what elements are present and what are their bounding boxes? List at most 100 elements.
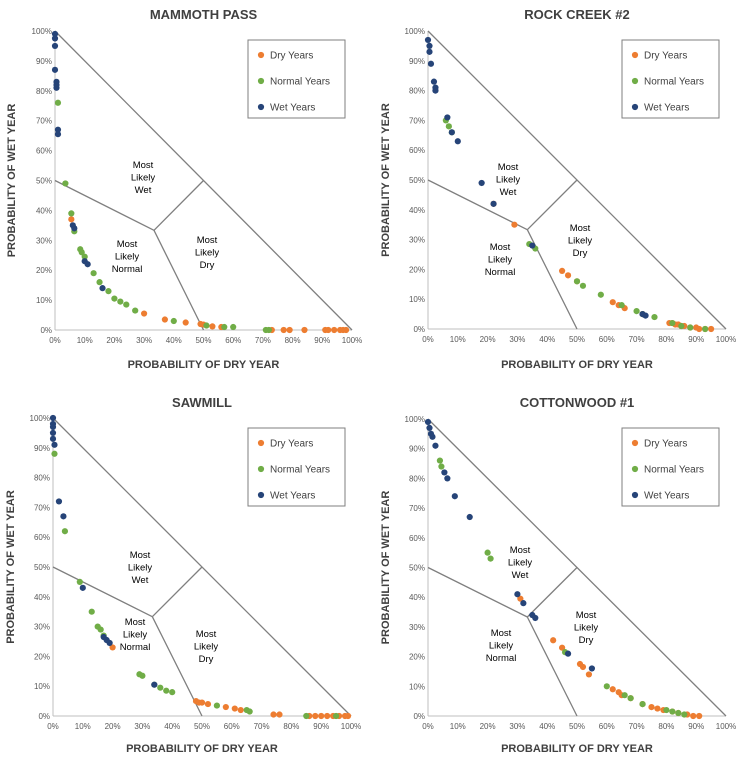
legend-marker [257,465,265,473]
data-point [675,709,682,717]
x-tick-label: 80% [658,722,674,731]
data-point [312,712,319,720]
data-point [139,672,146,679]
data-point [466,513,473,521]
data-point [579,282,587,289]
data-point [106,639,113,647]
data-point [651,313,658,321]
data-point [432,442,439,449]
x-tick-label: 80% [283,722,299,731]
data-point [484,549,491,556]
x-tick-label: 70% [629,722,645,731]
data-point [603,683,610,690]
data-point [621,692,628,699]
data-point [639,701,646,708]
legend-label: Dry Years [270,439,313,450]
region-label: Wet [132,575,149,586]
y-tick-label: 30% [409,623,425,632]
data-point [117,298,124,305]
data-point [170,317,177,325]
legend-label: Normal Years [644,465,704,476]
x-tick-label: 60% [225,336,241,345]
data-point [246,708,253,715]
x-tick-label: 70% [629,335,645,344]
data-point [627,695,634,702]
region-label: Wet [500,187,517,198]
y-tick-label: 0% [413,325,425,334]
y-tick-label: 90% [409,57,425,66]
data-point [444,114,451,121]
data-point [280,326,287,334]
region-label: Most [570,223,591,234]
legend-marker [631,103,639,111]
data-point [333,712,340,720]
data-point [696,325,703,333]
x-tick-label: 30% [134,722,150,731]
data-point [654,705,661,712]
data-point [609,686,616,693]
region-label: Likely [115,252,140,263]
region-label: Likely [194,642,219,653]
data-point [49,435,57,442]
region-label: Most [117,239,138,250]
data-point [49,423,57,431]
data-point [221,323,228,331]
x-tick-label: 60% [224,722,240,731]
data-point [54,99,62,106]
legend-marker [631,439,639,447]
data-point [71,225,78,232]
data-point [430,78,438,85]
x-tick-label: 10% [450,335,466,344]
legend-label: Wet Years [644,103,689,114]
boundary-normal-dry [526,616,578,717]
series-normal-years [436,457,688,718]
data-point [141,310,148,317]
data-point [342,326,350,334]
data-point [222,703,229,711]
region-label: Normal [120,642,151,653]
legend-label: Wet Years [644,491,689,502]
data-point [564,650,572,657]
legend-marker [257,77,265,85]
series-wet-years [49,414,158,688]
y-tick-label: 90% [34,444,50,453]
data-point [642,312,649,319]
x-tick-label: 20% [105,722,121,731]
x-tick-label: 90% [688,335,704,344]
legend-label: Wet Years [270,103,315,114]
chart-title: MAMMOTH PASS [150,7,258,22]
data-point [438,463,445,470]
region-label: Most [490,242,511,253]
region-label: Normal [112,264,143,275]
series-normal-years [54,99,272,334]
data-point [51,30,59,38]
boundary-wet-dry [526,567,578,618]
y-tick-label: 0% [38,712,50,721]
legend-marker [631,465,639,473]
y-tick-label: 30% [409,236,425,245]
region-label: Dry [579,635,594,646]
data-point [678,322,685,330]
region-label: Most [491,628,512,639]
data-point [157,684,164,691]
series-dry-years [490,200,715,333]
data-point [54,131,62,138]
data-point [426,42,433,50]
x-tick-label: 10% [77,336,93,345]
y-tick-label: 100% [32,27,52,36]
x-tick-label: 90% [314,336,330,345]
y-tick-label: 0% [413,712,425,721]
data-point [123,301,130,308]
data-point [68,216,75,223]
data-point [163,687,170,694]
chart-panel: COTTONWOOD #1 0% 10% 20% 30% 40% 50% 60% 70% 80% 9… [380,395,736,755]
data-point [588,665,596,672]
region-label: Most [510,545,531,556]
data-point [597,291,604,298]
y-tick-label: 30% [34,623,50,632]
data-point [444,475,451,482]
x-tick-label: 50% [569,335,585,344]
y-tick-label: 10% [36,296,52,305]
series-wet-years [424,418,596,672]
region-label: Likely [489,641,514,652]
